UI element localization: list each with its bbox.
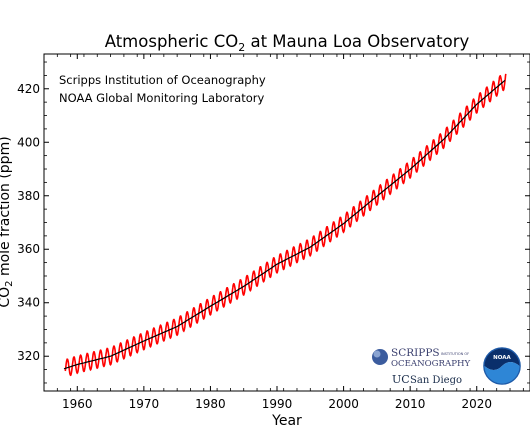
x-tick-label: 2020 xyxy=(461,397,492,411)
ucsd-logo: UC San Diego xyxy=(392,373,462,386)
chart-title-suffix: at Mauna Loa Observatory xyxy=(245,32,469,51)
noaa-text: NOAA xyxy=(493,355,511,361)
trend-co2-line xyxy=(63,79,506,370)
x-tick-label: 1990 xyxy=(262,397,293,411)
scripps-globe-highlight xyxy=(373,350,381,358)
x-tick-label: 2010 xyxy=(395,397,426,411)
plot-frame xyxy=(43,53,530,392)
x-tick-label: 1960 xyxy=(62,397,93,411)
scripps-logo: SCRIPPS INSTITUTION OF OCEANOGRAPHY xyxy=(372,347,470,369)
y-tick-label: 320 xyxy=(17,349,40,363)
chart-title-prefix: Atmospheric CO xyxy=(105,32,239,51)
annotation-scripps: Scripps Institution of Oceanography xyxy=(59,73,266,87)
scripps-small-text: INSTITUTION OF xyxy=(441,352,469,356)
x-tick-label: 1980 xyxy=(195,397,226,411)
ucsd-uc: UC xyxy=(392,373,410,386)
x-tick-label: 1970 xyxy=(129,397,160,411)
y-tick-label: 420 xyxy=(17,82,40,96)
noaa-bird-icon xyxy=(484,348,520,370)
chart-title: Atmospheric CO2 at Mauna Loa Observatory xyxy=(105,32,470,54)
y-axis-label-suffix: mole fraction (ppm) xyxy=(0,136,13,280)
y-tick-label: 380 xyxy=(17,189,40,203)
y-axis-label-subscript: 2 xyxy=(4,281,15,287)
y-tick-label: 360 xyxy=(17,242,40,256)
y-axis-label: CO2 mole fraction (ppm) xyxy=(0,136,15,307)
x-tick-label: 2000 xyxy=(328,397,359,411)
scripps-wordmark: SCRIPPS xyxy=(391,347,440,359)
ticks-layer: 1960 1970 1980 1990 2000 2010 2020 320 340 360 380… xyxy=(17,54,530,411)
noaa-logo: NOAA xyxy=(483,347,521,385)
y-axis-label-prefix: CO xyxy=(0,287,13,308)
y-tick-label: 400 xyxy=(17,135,40,149)
noaa-wave-icon xyxy=(484,362,520,384)
annotation-noaa: NOAA Global Monitoring Laboratory xyxy=(59,91,264,105)
scripps-oceanography: OCEANOGRAPHY xyxy=(391,359,470,369)
y-tick-label: 340 xyxy=(17,296,40,310)
ucsd-name: San Diego xyxy=(410,375,462,386)
x-axis-label: Year xyxy=(271,413,302,429)
scripps-globe-icon xyxy=(372,349,388,365)
chart-title-subscript: 2 xyxy=(238,41,245,54)
monthly-co2-line xyxy=(64,73,507,377)
series-layer xyxy=(63,73,507,377)
